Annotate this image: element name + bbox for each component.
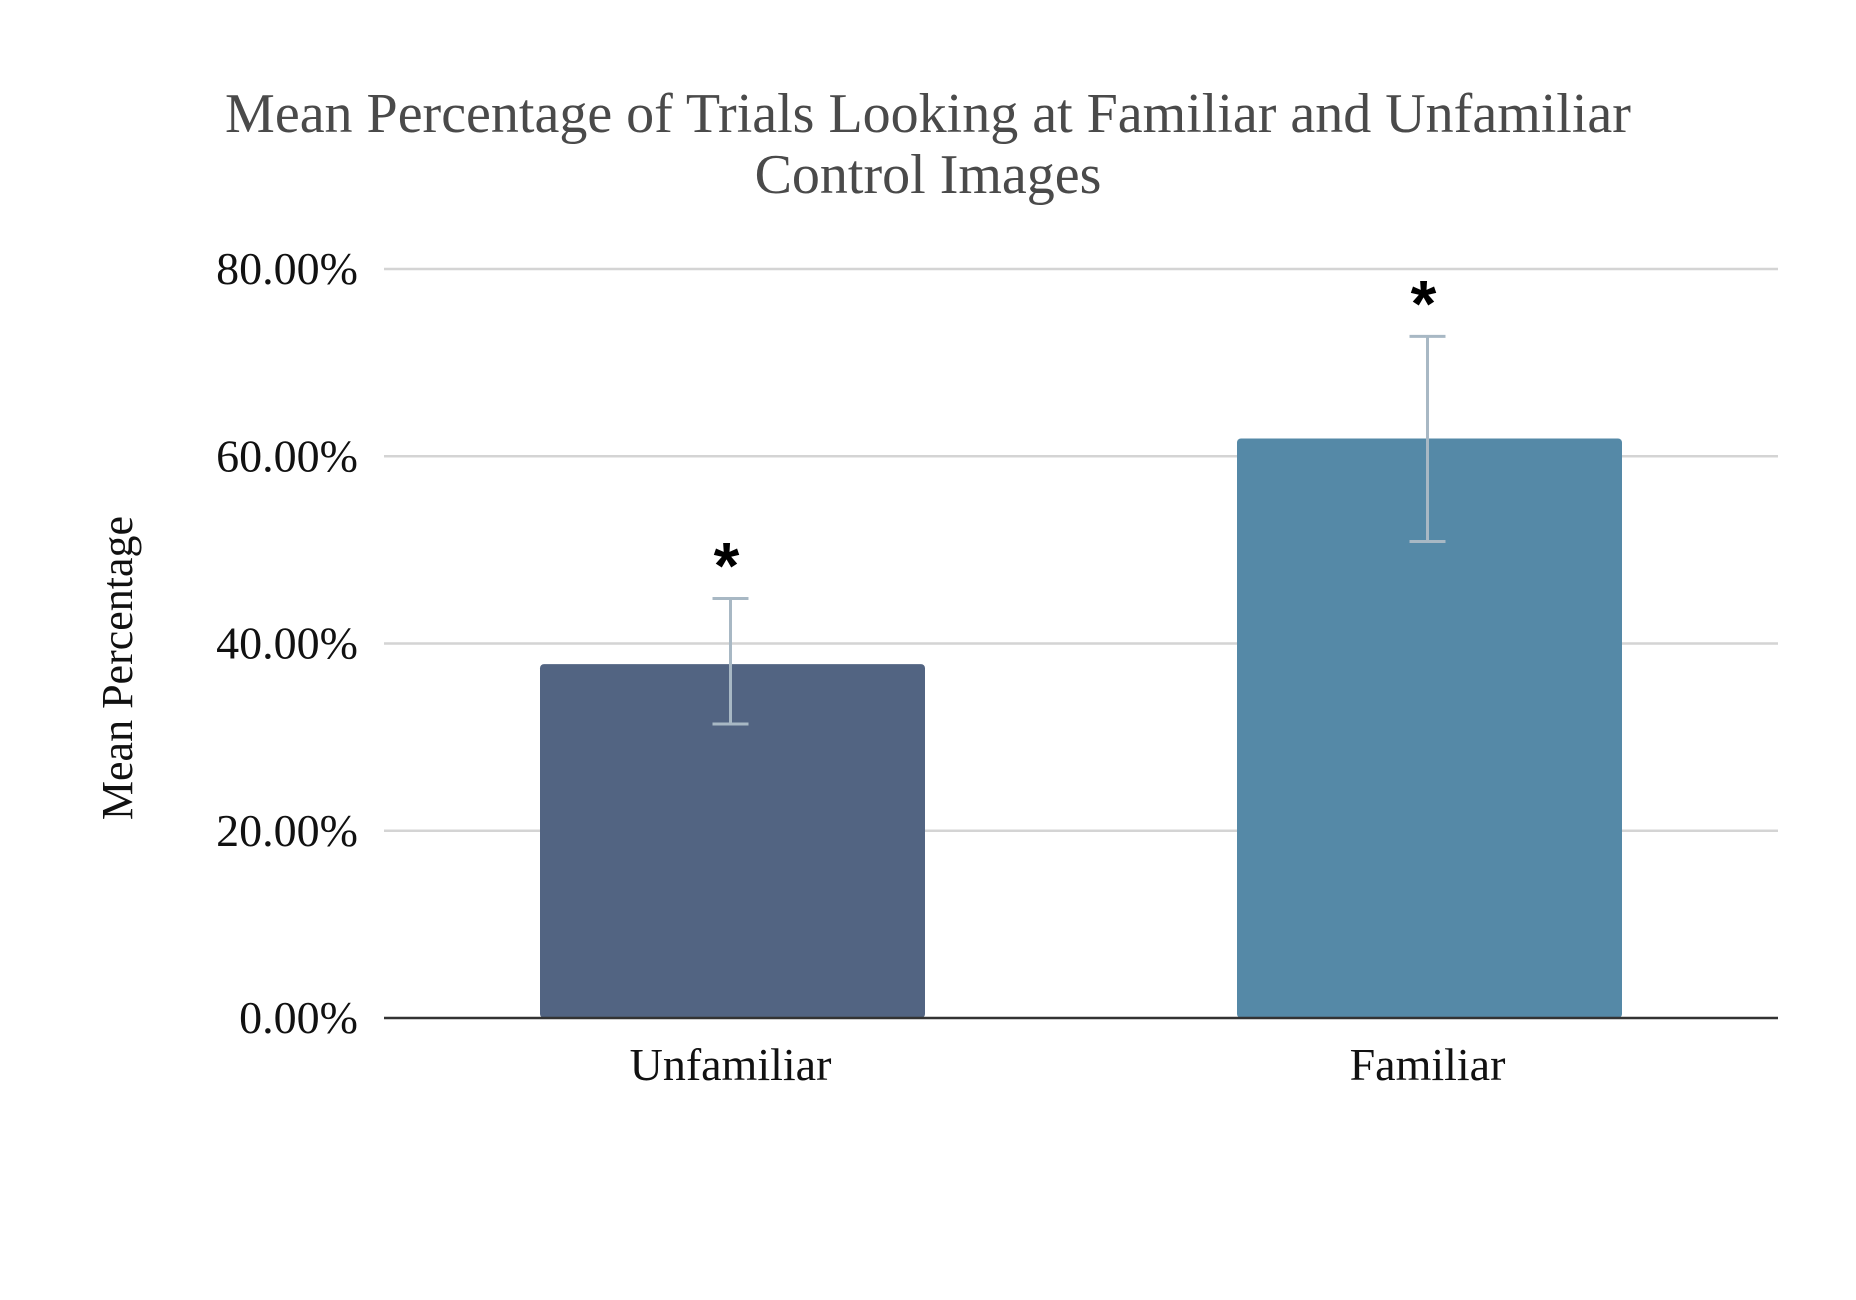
y-axis-label: Mean Percentage [93, 516, 142, 820]
chart-title: Mean Percentage of Trials Looking at Fam… [0, 84, 1856, 206]
y-tick-label: 80.00% [216, 243, 358, 294]
y-tick-label: 0.00% [239, 992, 358, 1043]
y-tick-label: 20.00% [216, 805, 358, 856]
bar-familiar [1237, 438, 1622, 1018]
significance-marker: * [714, 529, 740, 603]
y-tick-label: 40.00% [216, 618, 358, 669]
chart-title-line-2: Control Images [754, 144, 1102, 206]
y-tick-label: 60.00% [216, 430, 358, 481]
x-category-label: Unfamiliar [630, 1039, 832, 1090]
significance-marker: * [1411, 266, 1437, 340]
chart-title-line-1: Mean Percentage of Trials Looking at Fam… [225, 83, 1631, 145]
x-category-label: Familiar [1350, 1039, 1506, 1090]
bar-unfamiliar [540, 664, 925, 1018]
